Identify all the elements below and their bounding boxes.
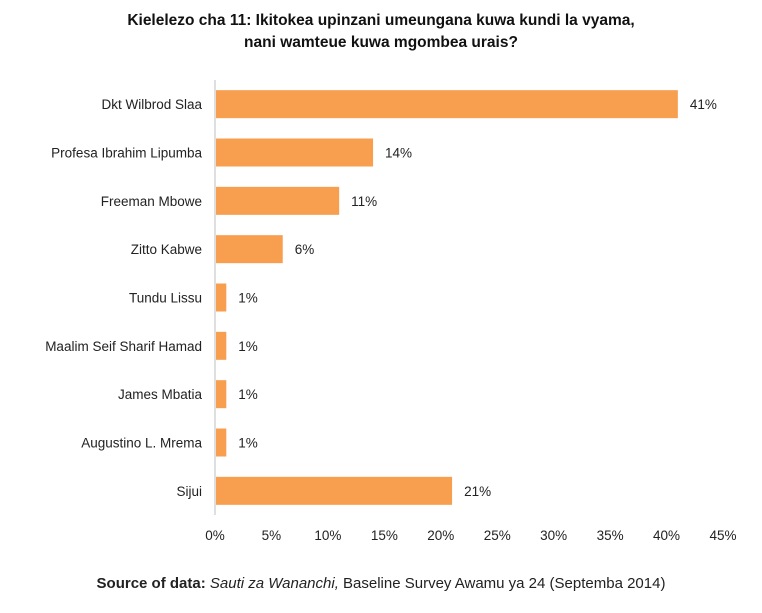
source-note: Source of data: Sauti za Wananchi, Basel…	[0, 575, 762, 592]
category-label: Sijui	[176, 484, 202, 499]
x-tick-label: 40%	[653, 528, 680, 543]
x-tick-label: 35%	[597, 528, 624, 543]
x-tick-label: 5%	[262, 528, 282, 543]
x-tick-label: 30%	[540, 528, 567, 543]
source-label: Source of data:	[96, 575, 206, 592]
bar	[216, 186, 340, 215]
category-label: James Mbatia	[118, 387, 203, 402]
chart-title-line-1: Kielelezo cha 11: Ikitokea upinzani umeu…	[127, 12, 635, 29]
source-detail: Baseline Survey Awamu ya 24 (Septemba 20…	[343, 575, 666, 592]
category-label: Dkt Wilbrod Slaa	[101, 97, 202, 112]
x-tick-label: 25%	[484, 528, 511, 543]
x-tick-label: 20%	[427, 528, 454, 543]
source-name: Sauti za Wananchi,	[209, 575, 339, 592]
x-tick-label: 0%	[205, 528, 225, 543]
bar	[216, 90, 678, 119]
data-label: 1%	[238, 387, 258, 402]
chart-title: Kielelezo cha 11: Ikitokea upinzani umeu…	[0, 10, 762, 54]
x-tick-label: 45%	[709, 528, 736, 543]
category-label: Tundu Lissu	[129, 291, 202, 306]
bar	[216, 380, 227, 409]
bar	[216, 235, 283, 264]
bar	[216, 331, 227, 360]
data-label: 1%	[238, 339, 258, 354]
category-label: Profesa Ibrahim Lipumba	[51, 146, 202, 161]
data-label: 11%	[351, 194, 377, 209]
data-label: 41%	[690, 97, 717, 112]
category-label: Zitto Kabwe	[131, 242, 202, 257]
category-label: Maalim Seif Sharif Hamad	[45, 339, 202, 354]
data-label: 6%	[295, 242, 315, 257]
bar	[216, 283, 227, 312]
category-label: Freeman Mbowe	[101, 194, 202, 209]
bar	[216, 476, 453, 505]
category-label: Augustino L. Mrema	[81, 436, 202, 451]
data-label: 21%	[464, 484, 491, 499]
chart-title-line-2: nani wamteue kuwa mgombea urais?	[244, 34, 518, 51]
bar	[216, 138, 374, 167]
data-label: 1%	[238, 291, 258, 306]
bar	[216, 428, 227, 457]
data-label: 1%	[238, 436, 258, 451]
bar-chart: Dkt Wilbrod Slaa 41% Profesa Ibrahim Lipum…	[45, 80, 737, 543]
x-tick-label: 10%	[314, 528, 341, 543]
data-label: 14%	[385, 146, 412, 161]
x-tick-label: 15%	[371, 528, 398, 543]
